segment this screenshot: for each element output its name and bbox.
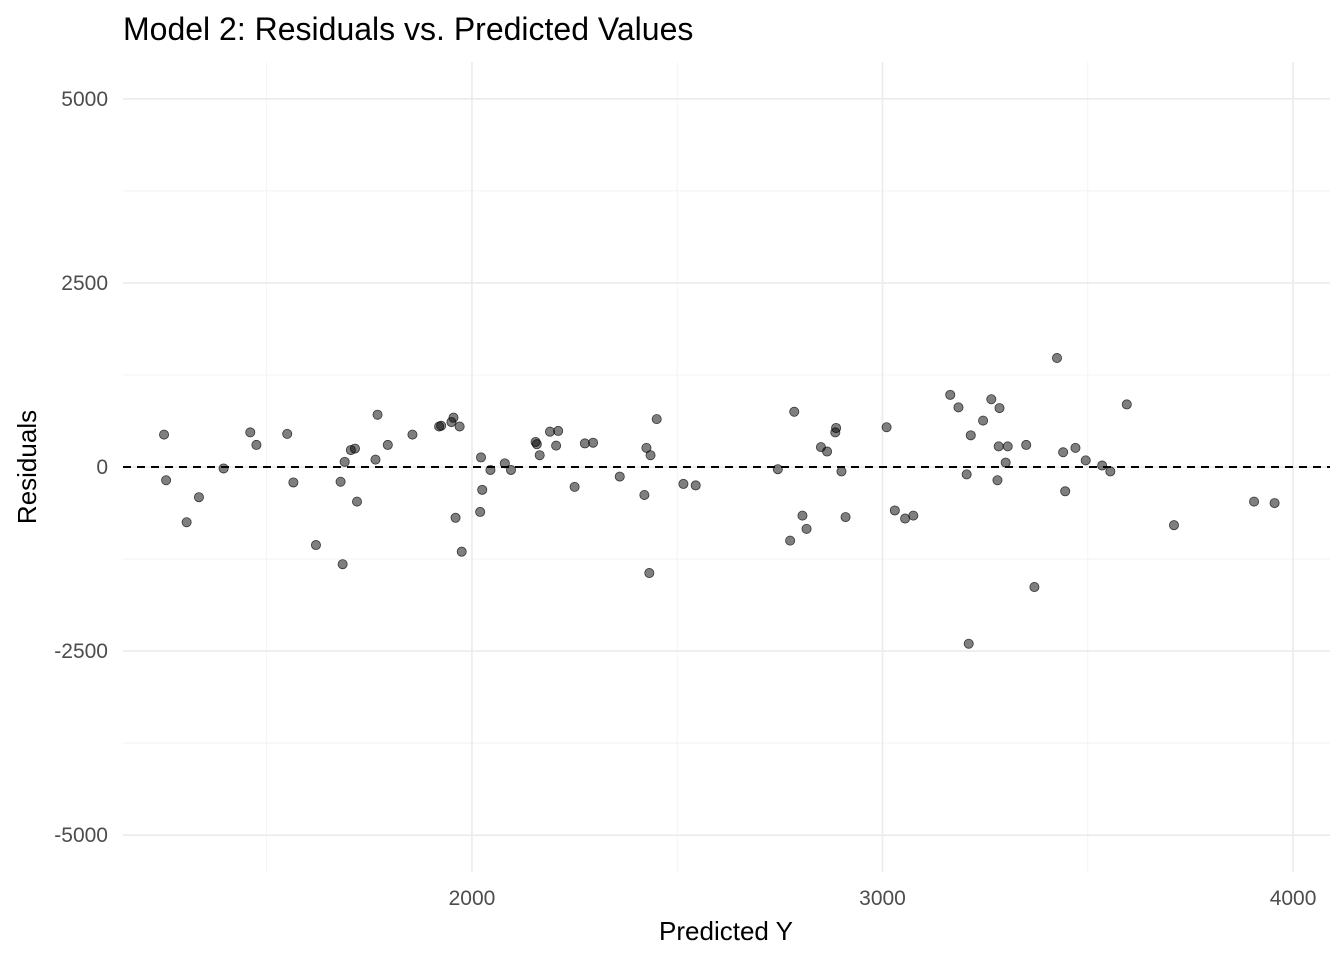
data-point bbox=[161, 475, 172, 486]
data-points bbox=[159, 353, 1280, 649]
y-axis-title: Residuals bbox=[12, 410, 42, 524]
data-point bbox=[1121, 399, 1132, 410]
data-point bbox=[993, 441, 1004, 452]
data-point bbox=[1000, 457, 1011, 468]
data-point bbox=[551, 440, 562, 451]
data-point bbox=[553, 425, 564, 436]
x-tick-label: 4000 bbox=[1270, 887, 1317, 910]
data-point bbox=[505, 464, 516, 475]
y-tick-label: -5000 bbox=[54, 824, 108, 847]
data-point bbox=[801, 523, 812, 534]
data-point bbox=[992, 475, 1003, 486]
data-point bbox=[978, 415, 989, 426]
data-point bbox=[352, 496, 363, 507]
data-point bbox=[1051, 353, 1062, 364]
data-point bbox=[372, 409, 383, 420]
data-point bbox=[986, 394, 997, 405]
data-point bbox=[181, 517, 192, 528]
y-tick-label: 5000 bbox=[61, 88, 108, 111]
data-point bbox=[908, 510, 919, 521]
data-point bbox=[1029, 582, 1040, 593]
data-point bbox=[159, 429, 170, 440]
data-point bbox=[569, 481, 580, 492]
data-point bbox=[639, 489, 650, 500]
data-point bbox=[339, 456, 350, 467]
data-point bbox=[831, 422, 842, 433]
data-point bbox=[485, 464, 496, 475]
data-point bbox=[965, 430, 976, 441]
chart-title: Model 2: Residuals vs. Predicted Values bbox=[123, 11, 693, 47]
data-point bbox=[534, 450, 545, 461]
data-point bbox=[499, 458, 510, 469]
x-tick-label: 2000 bbox=[449, 887, 496, 910]
x-axis-tick-labels: 2000 3000 4000 bbox=[449, 887, 1317, 910]
data-point bbox=[614, 471, 625, 482]
data-point bbox=[690, 480, 701, 491]
data-point bbox=[1070, 442, 1081, 453]
data-point bbox=[840, 512, 851, 523]
data-point bbox=[772, 464, 783, 475]
data-point bbox=[370, 454, 381, 465]
data-point bbox=[836, 466, 847, 477]
data-point bbox=[644, 568, 655, 579]
data-point bbox=[407, 429, 418, 440]
data-point bbox=[349, 443, 360, 454]
data-point bbox=[475, 452, 486, 463]
data-point bbox=[889, 505, 900, 516]
data-point bbox=[456, 546, 467, 557]
y-tick-label: 0 bbox=[96, 456, 108, 479]
data-point bbox=[785, 535, 796, 546]
data-point bbox=[678, 478, 689, 489]
data-point bbox=[579, 438, 590, 449]
data-point bbox=[337, 559, 348, 570]
data-point bbox=[310, 540, 321, 551]
data-point bbox=[1002, 441, 1013, 452]
data-point bbox=[193, 492, 204, 503]
data-point bbox=[1097, 460, 1108, 471]
data-point bbox=[531, 439, 542, 450]
data-point bbox=[963, 638, 974, 649]
data-point bbox=[1080, 455, 1091, 466]
data-point bbox=[218, 463, 229, 474]
data-point bbox=[544, 426, 555, 437]
data-point bbox=[450, 512, 461, 523]
y-tick-label: 2500 bbox=[61, 272, 108, 295]
data-point bbox=[797, 510, 808, 521]
y-axis-tick-labels: -5000 -2500 0 2500 5000 bbox=[54, 88, 108, 847]
data-point bbox=[288, 477, 299, 488]
data-point bbox=[588, 437, 599, 448]
data-point bbox=[477, 484, 488, 495]
data-point bbox=[382, 439, 393, 450]
data-point bbox=[245, 427, 256, 438]
data-point bbox=[454, 421, 465, 432]
data-point bbox=[881, 422, 892, 433]
data-point bbox=[1105, 466, 1116, 477]
data-point bbox=[789, 406, 800, 417]
y-tick-label: -2500 bbox=[54, 640, 108, 663]
data-point bbox=[251, 439, 262, 450]
x-tick-label: 3000 bbox=[859, 887, 906, 910]
data-point bbox=[1058, 447, 1069, 458]
minor-gridlines bbox=[123, 62, 1330, 872]
data-point bbox=[1249, 496, 1260, 507]
data-point bbox=[822, 446, 833, 457]
data-point bbox=[436, 420, 447, 431]
data-point bbox=[651, 414, 662, 425]
data-point bbox=[1269, 498, 1280, 509]
data-point bbox=[945, 389, 956, 400]
data-point bbox=[994, 403, 1005, 414]
data-point bbox=[282, 428, 293, 439]
data-point bbox=[1168, 520, 1179, 531]
x-axis-title: Predicted Y bbox=[659, 916, 793, 946]
data-point bbox=[335, 476, 346, 487]
data-point bbox=[1021, 439, 1032, 450]
data-point bbox=[475, 506, 486, 517]
data-point bbox=[448, 412, 459, 423]
data-point bbox=[1060, 486, 1071, 497]
data-point bbox=[953, 402, 964, 413]
data-point bbox=[645, 450, 656, 461]
data-point bbox=[961, 469, 972, 480]
